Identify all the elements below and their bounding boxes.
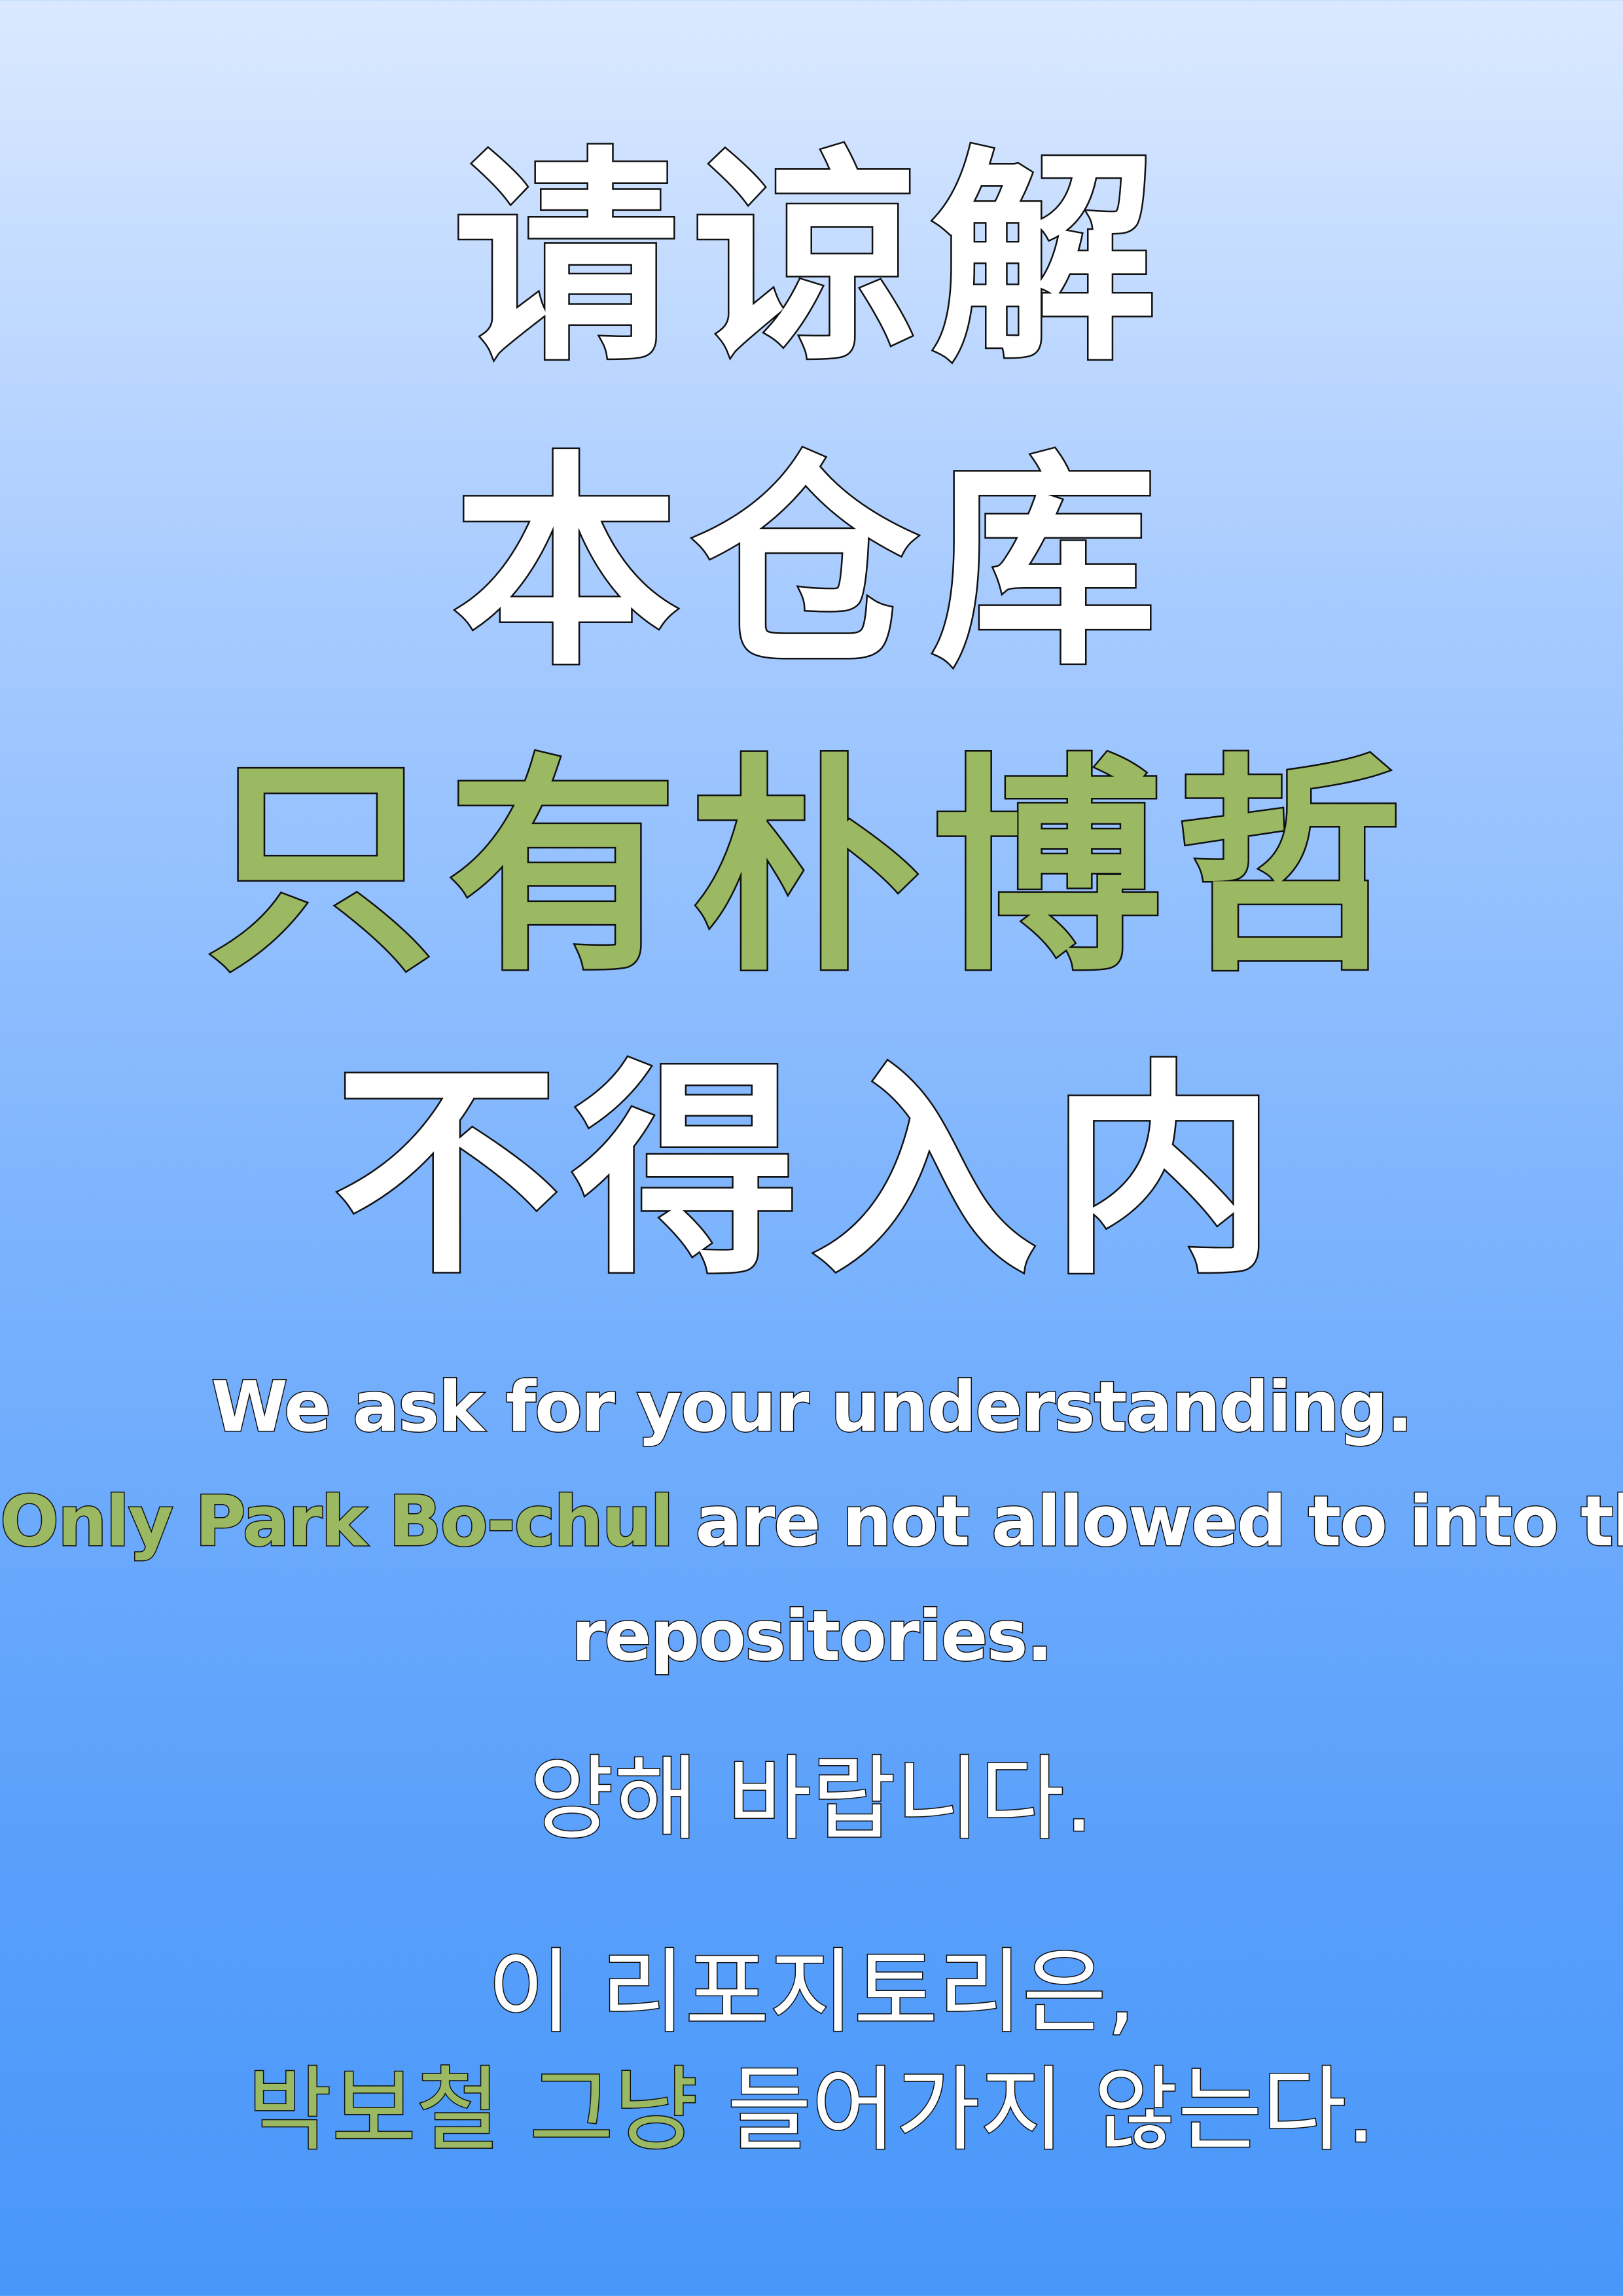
english-line-2: Only Park Bo-chul are not allowed to int… <box>0 1479 1623 1564</box>
korean-line-1: 양해 바랍니다. <box>529 1746 1095 1854</box>
korean-line-2: 이 리포지토리은, <box>486 1939 1137 2047</box>
chinese-line-3-highlight: 只有朴博哲 <box>205 735 1417 1002</box>
chinese-line-2: 本仓库 <box>452 433 1170 696</box>
english-line-2-rest: are not allowed to into this <box>672 1480 1623 1563</box>
english-line-3: repositories. <box>571 1595 1054 1677</box>
chinese-line-1: 请谅解 <box>452 129 1170 391</box>
chinese-line-4: 不得入内 <box>332 1042 1289 1304</box>
english-line-1: We ask for your understanding. <box>210 1366 1414 1448</box>
korean-line-3: 박보철 그냥 들어가지 않는다. <box>0 2055 1623 2166</box>
korean-highlight-name: 박보철 그냥 <box>247 2056 700 2165</box>
korean-line-3-rest: 들어가지 않는다. <box>698 2056 1377 2165</box>
english-highlight-name: Only Park Bo-chul <box>0 1480 675 1563</box>
